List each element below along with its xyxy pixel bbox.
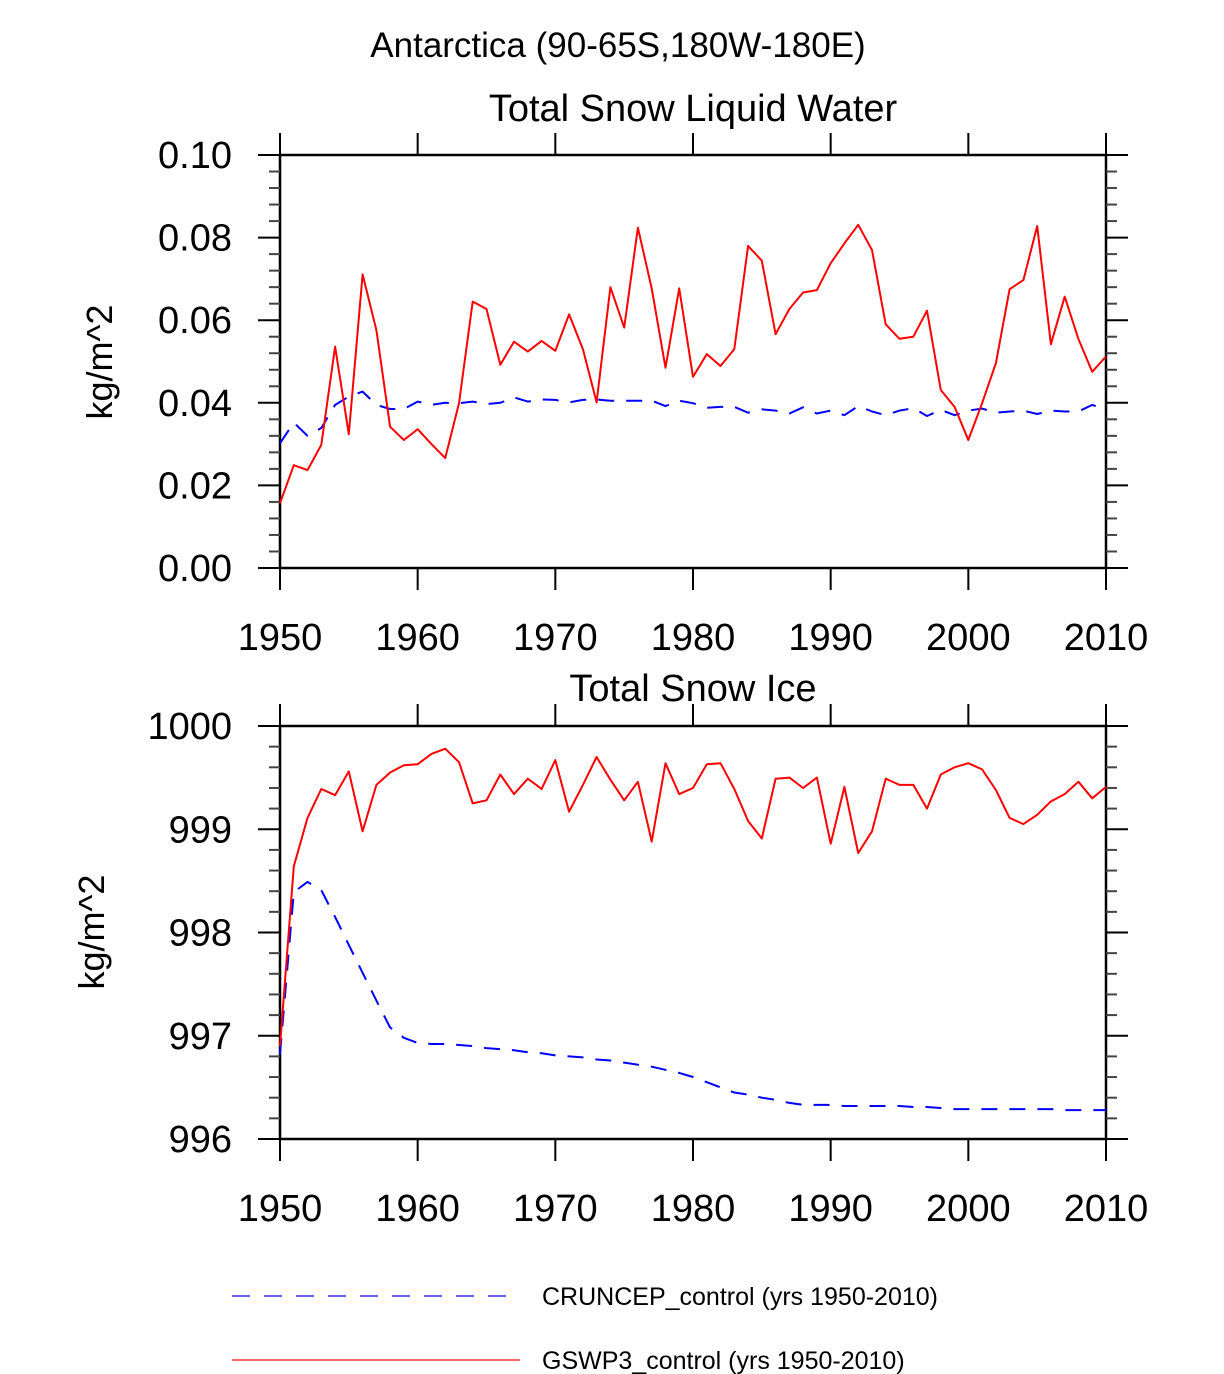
x-tick-label: 2000 bbox=[926, 617, 1011, 659]
x-tick-label: 1980 bbox=[651, 1188, 736, 1230]
plot-frame bbox=[278, 153, 1108, 570]
x-tick-label: 1970 bbox=[513, 617, 598, 659]
legend: CRUNCEP_control (yrs 1950-2010) GSWP3_co… bbox=[232, 1283, 938, 1374]
y-tick-label: 999 bbox=[169, 809, 232, 851]
panel-title: Total Snow Liquid Water bbox=[489, 88, 898, 130]
legend-label-gswp3: GSWP3_control (yrs 1950-2010) bbox=[542, 1347, 905, 1374]
x-tick-label: 1960 bbox=[375, 617, 460, 659]
x-tick-label: 1950 bbox=[238, 1188, 323, 1230]
y-tick-label: 997 bbox=[169, 1016, 232, 1058]
panel-title: Total Snow Ice bbox=[569, 668, 816, 710]
y-tick-label: 0.10 bbox=[158, 135, 232, 177]
x-tick-label: 2010 bbox=[1064, 617, 1149, 659]
series-line-gswp3 bbox=[279, 747, 1107, 1047]
y-tick-label: 1000 bbox=[147, 706, 232, 748]
x-tick-label: 1990 bbox=[788, 617, 873, 659]
y-tick-label: 998 bbox=[169, 913, 232, 955]
series-line-gswp3 bbox=[279, 223, 1107, 504]
x-tick-label: 1950 bbox=[238, 617, 323, 659]
panel-snow-ice: Total Snow Ice kg/m^2 1950 1960 1970 1980 19… bbox=[71, 668, 1148, 1230]
x-tick-label: 1970 bbox=[513, 1188, 598, 1230]
y-axis-label: kg/m^2 bbox=[71, 875, 112, 990]
y-tick-label: 0.02 bbox=[158, 465, 232, 507]
x-tick-label: 2000 bbox=[926, 1188, 1011, 1230]
y-axis-label: kg/m^2 bbox=[79, 305, 120, 420]
x-tick-label: 1990 bbox=[788, 1188, 873, 1230]
y-tick-label: 0.08 bbox=[158, 218, 232, 260]
page-title: Antarctica (90-65S,180W-180E) bbox=[370, 26, 865, 65]
y-tick-label: 0.04 bbox=[158, 383, 232, 425]
y-tick-label: 996 bbox=[169, 1119, 232, 1161]
x-tick-label: 1980 bbox=[651, 617, 736, 659]
x-tick-label: 2010 bbox=[1064, 1188, 1149, 1230]
series-line-cruncep bbox=[279, 880, 1106, 1112]
y-tick-label: 0.06 bbox=[158, 300, 232, 342]
x-tick-label: 1960 bbox=[375, 1188, 460, 1230]
legend-label-cruncep: CRUNCEP_control (yrs 1950-2010) bbox=[542, 1283, 938, 1311]
series-line-cruncep bbox=[279, 390, 1107, 444]
panel-snow-liquid-water: Total Snow Liquid Water kg/m^2 1950 1960 1… bbox=[79, 88, 1148, 659]
y-tick-label: 0.00 bbox=[158, 548, 232, 590]
